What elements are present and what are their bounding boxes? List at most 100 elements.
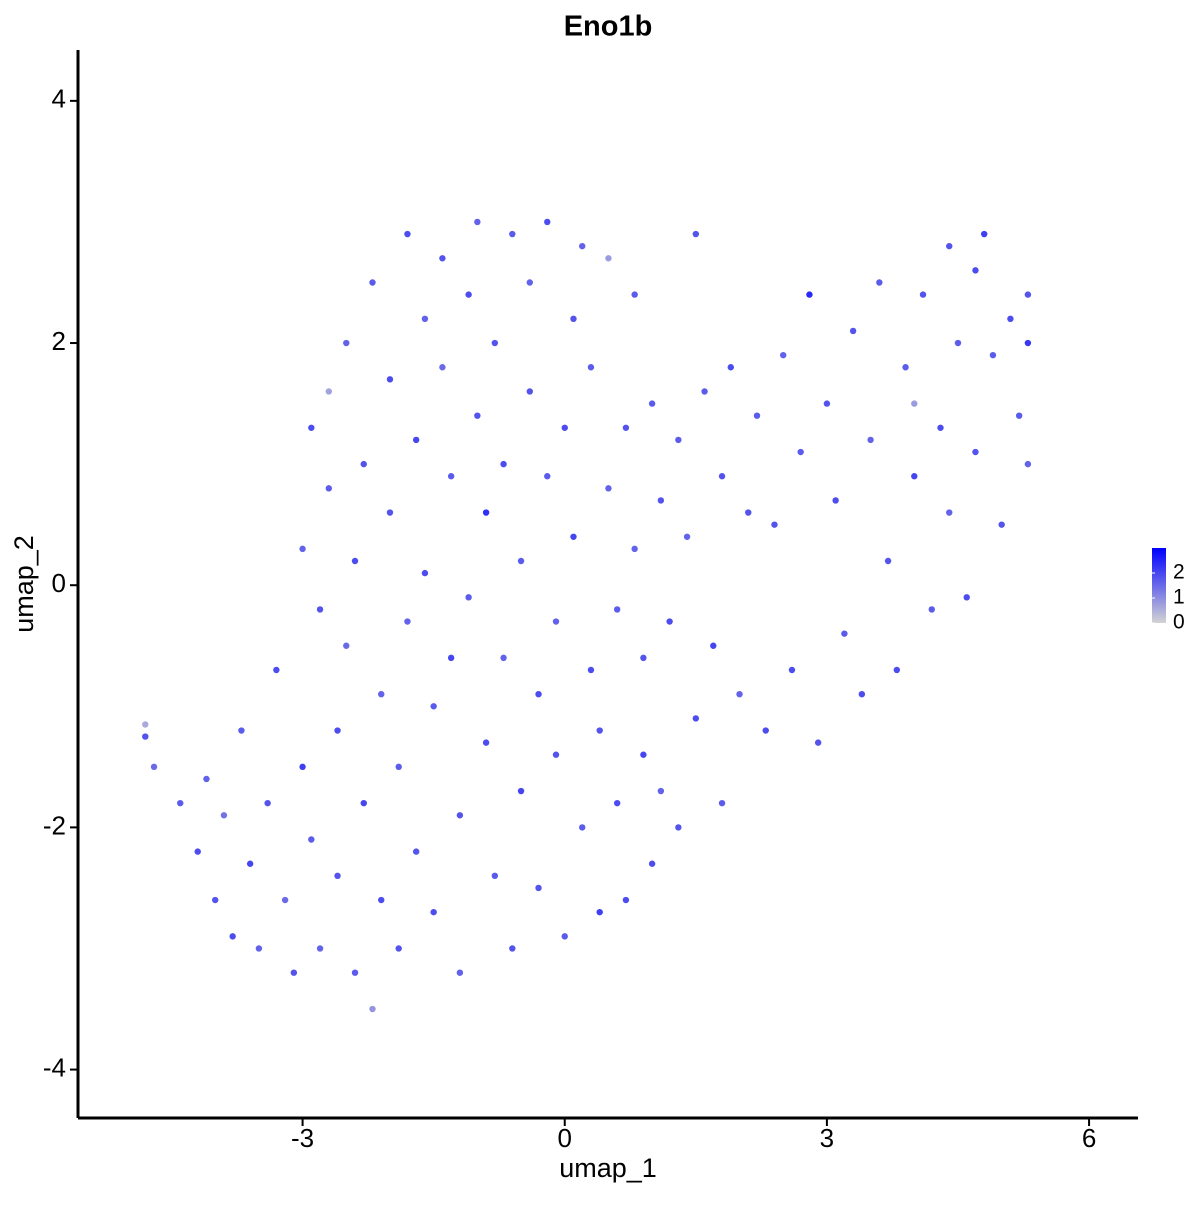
point [648,400,656,407]
point [876,279,883,286]
point [360,460,367,468]
point [788,666,796,674]
x-tick-label: -3 [291,1123,314,1153]
point [771,521,778,528]
point [281,896,289,904]
point [404,230,411,238]
point [334,727,341,734]
point [570,315,577,323]
point [570,533,577,540]
point [544,473,551,480]
point [1024,460,1032,468]
point [552,618,560,625]
point [404,618,411,625]
point [544,218,551,226]
point [806,291,813,298]
point [482,739,490,746]
point [325,485,332,492]
axes: -3 0 3 6 -4 -2 0 2 4 [43,50,1138,1153]
point [238,727,245,734]
point [142,733,149,740]
point [447,654,455,662]
point [334,872,341,880]
point [832,497,839,504]
point [386,376,394,383]
point [308,424,315,431]
point [395,945,402,952]
point [780,351,787,359]
point [343,642,350,649]
y-tick-label: 2 [52,326,66,356]
point [867,436,874,444]
colorbar-tick-label: 2 [1173,561,1185,584]
y-tick-label: -2 [43,810,66,840]
point [491,339,499,347]
point [561,424,568,431]
point [360,799,367,807]
x-tick-label: 6 [1082,1123,1096,1153]
point [631,291,638,298]
point [378,896,385,904]
point [622,424,630,431]
point [675,436,682,444]
point [351,969,359,976]
point [456,969,464,976]
point [849,327,857,335]
point [509,945,516,952]
point [517,557,525,565]
point [369,279,376,286]
point [246,860,254,867]
point [954,339,962,347]
point [561,933,568,940]
point [474,218,481,226]
point [613,606,621,613]
point [937,424,944,431]
point [229,933,236,940]
point [142,721,149,728]
point [683,533,691,540]
point [622,896,630,904]
point [640,751,647,758]
y-tick-label: -4 [43,1052,66,1082]
point [893,666,901,674]
point [919,291,927,298]
point [657,787,665,795]
point [299,763,306,771]
point [482,509,490,516]
point [998,521,1005,528]
point [386,509,394,516]
point [823,400,831,407]
colorbar-tick-label: 1 [1173,586,1185,609]
point [526,388,533,395]
point [736,690,743,698]
point [596,727,603,734]
point [587,666,595,674]
point [421,315,429,323]
point [474,412,481,419]
point [1015,412,1023,419]
point [587,364,595,371]
point [430,908,437,916]
point [465,291,472,298]
point [762,727,769,734]
point [447,473,455,480]
point [631,545,638,553]
point [605,255,612,262]
point [753,412,761,419]
point [946,509,953,516]
colorbar-tick-label: 0 [1173,611,1185,634]
point [430,703,437,710]
point [412,848,420,855]
point [150,763,158,771]
point [421,569,429,577]
point [1007,315,1014,323]
point [299,545,306,553]
point [255,945,263,952]
x-axis-label: umap_1 [559,1153,657,1183]
point [928,606,935,613]
point [535,884,542,892]
point [439,364,446,371]
point [220,812,228,819]
point [640,654,647,662]
point [316,945,324,952]
